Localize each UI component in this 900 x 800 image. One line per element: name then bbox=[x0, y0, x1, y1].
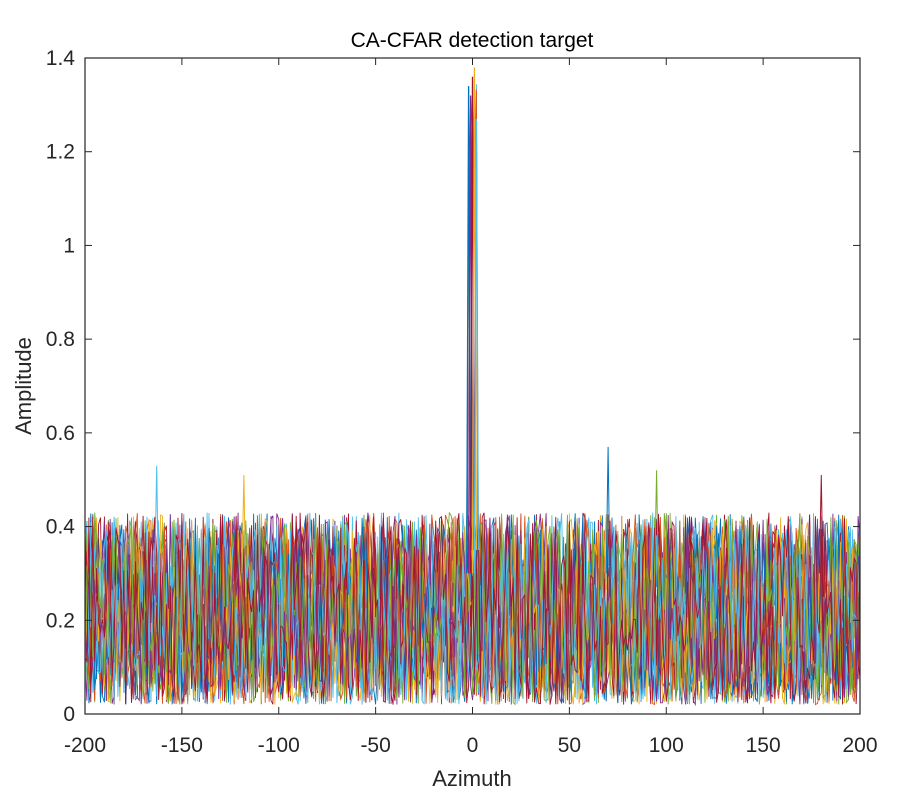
x-tick-label: -150 bbox=[161, 734, 203, 757]
x-tick-label: 50 bbox=[558, 734, 581, 757]
noise-spike bbox=[241, 474, 247, 597]
x-tick-label: -100 bbox=[258, 734, 300, 757]
x-axis-label: Azimuth bbox=[432, 766, 511, 791]
x-tick-label: 200 bbox=[842, 734, 877, 757]
y-ticks: 0 0.2 0.4 0.6 0.8 1 1.2 1.4 bbox=[46, 47, 860, 726]
x-ticks: -200 -150 -100 -50 0 50 100 150 200 bbox=[64, 58, 878, 757]
y-tick-label: 0.8 bbox=[46, 328, 75, 351]
x-tick-label: 100 bbox=[649, 734, 684, 757]
y-tick-label: 0.2 bbox=[46, 609, 75, 632]
series-layer bbox=[84, 67, 861, 707]
chart-title: CA-CFAR detection target bbox=[351, 29, 594, 52]
y-tick-label: 0.4 bbox=[46, 516, 76, 539]
y-tick-label: 0.6 bbox=[46, 422, 75, 445]
x-tick-label: 0 bbox=[467, 734, 479, 757]
x-tick-label: -200 bbox=[64, 734, 106, 757]
y-tick-label: 0 bbox=[63, 703, 75, 726]
noise-spike bbox=[654, 470, 659, 597]
y-tick-label: 1.2 bbox=[46, 141, 75, 164]
noise-spike bbox=[154, 465, 160, 597]
y-tick-label: 1 bbox=[63, 234, 75, 257]
noise-spike bbox=[605, 446, 611, 597]
x-tick-label: 150 bbox=[746, 734, 781, 757]
y-tick-label: 1.4 bbox=[46, 47, 76, 70]
x-tick-label: -50 bbox=[360, 734, 390, 757]
noise-spike bbox=[818, 474, 824, 597]
noise-trace bbox=[84, 512, 861, 705]
y-axis-label: Amplitude bbox=[11, 337, 36, 435]
target-peak bbox=[473, 118, 479, 574]
